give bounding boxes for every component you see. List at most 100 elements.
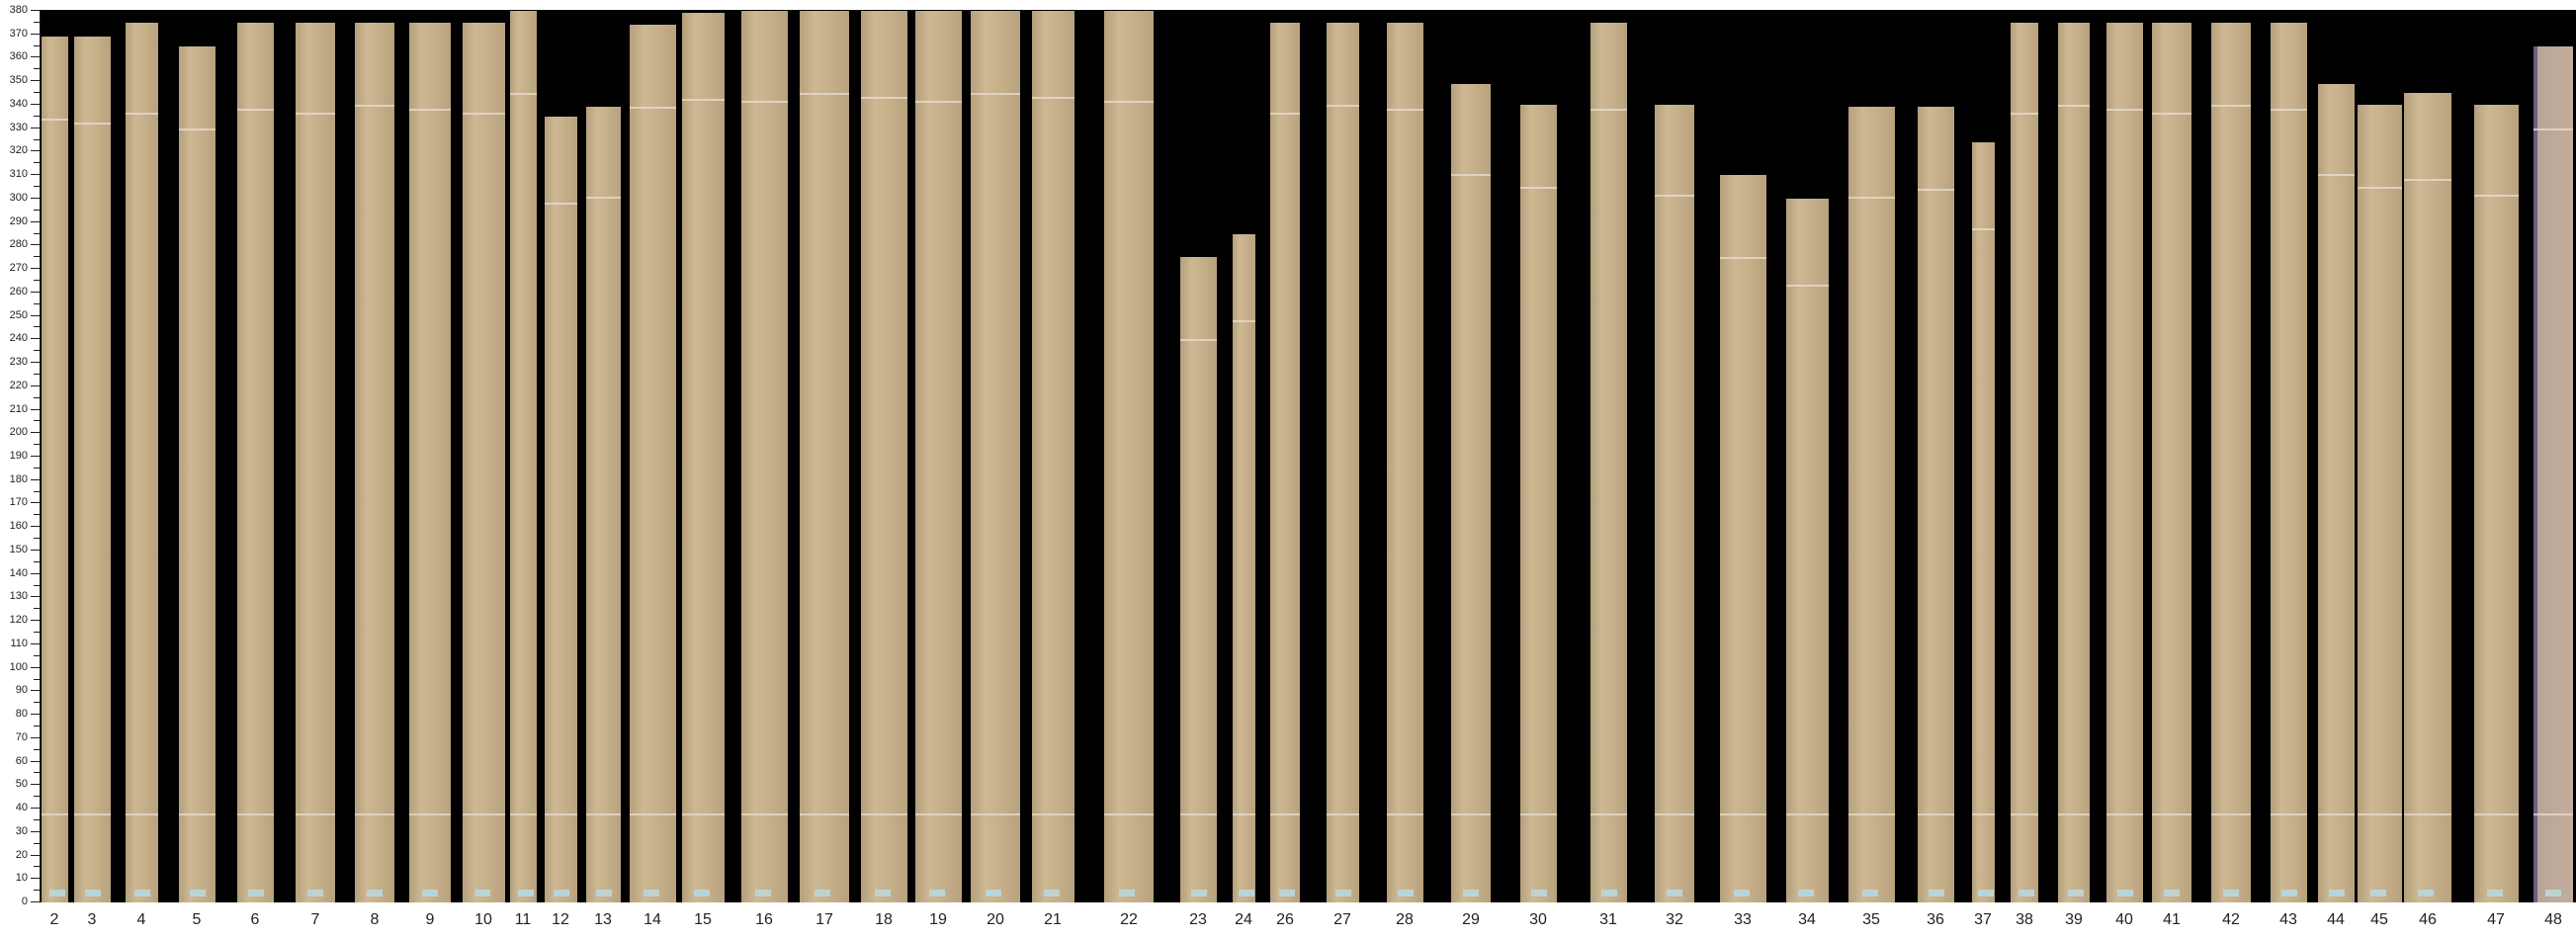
- strip-number-label: 43: [2279, 911, 2297, 928]
- strip-number-label: 24: [1235, 911, 1252, 928]
- veneer-strip: [2404, 93, 2451, 902]
- strip-number-label: 36: [1927, 911, 1944, 928]
- ruler-tick-label: 260: [9, 285, 28, 298]
- barcode-sticker: [474, 890, 491, 896]
- veneer-seam: [1589, 813, 1627, 816]
- ruler-tick-label: 20: [15, 848, 28, 861]
- ruler-tick-mark: [31, 80, 40, 82]
- veneer-seam: [2533, 813, 2573, 816]
- strip-number-label: 3: [87, 911, 97, 928]
- ruler-tick-label: 250: [9, 308, 28, 321]
- veneer-seam: [462, 813, 505, 816]
- veneer-strip: [1519, 104, 1557, 902]
- barcode-sticker: [1190, 890, 1207, 896]
- ruler-tick-mark: [34, 68, 40, 70]
- strip-number-label: 6: [250, 911, 260, 928]
- veneer-seam: [73, 123, 111, 126]
- veneer-seam: [860, 813, 907, 816]
- veneer-seam: [2317, 813, 2355, 816]
- veneer-seam: [629, 107, 676, 110]
- strip-number-label: 21: [1044, 911, 1062, 928]
- ruler-tick-mark: [31, 268, 40, 270]
- ruler-tick-mark: [31, 642, 40, 644]
- veneer-seam: [236, 813, 274, 816]
- veneer-seam: [1847, 813, 1895, 816]
- strip-number-label: 26: [1276, 911, 1294, 928]
- ruler-tick-mark: [31, 830, 40, 832]
- ruler-tick-mark: [34, 678, 40, 680]
- ruler-tick-label: 370: [9, 27, 28, 40]
- barcode-sticker: [1279, 890, 1295, 896]
- strip-number-label: 38: [2016, 911, 2033, 928]
- ruler-tick-label: 290: [9, 214, 28, 227]
- ruler-tick-mark: [34, 420, 40, 422]
- veneer-strip: [629, 25, 676, 902]
- ruler-tick-mark: [34, 302, 40, 304]
- barcode-sticker: [815, 890, 830, 896]
- ruler-tick-label: 180: [9, 472, 28, 485]
- ruler-tick-label: 240: [9, 332, 28, 345]
- ruler-tick-label: 100: [9, 660, 28, 673]
- barcode-sticker: [694, 890, 711, 896]
- veneer-seam: [1519, 813, 1557, 816]
- veneer-seam: [409, 813, 451, 816]
- ruler-tick-mark: [31, 666, 40, 668]
- veneer-seam: [296, 813, 335, 816]
- veneer-seam: [740, 101, 788, 104]
- veneer-seam: [178, 128, 215, 130]
- strip-number-label: 39: [2065, 911, 2083, 928]
- veneer-seam: [1386, 108, 1423, 111]
- veneer-strip: [740, 11, 788, 902]
- barcode-sticker: [1335, 890, 1352, 896]
- ruler-tick-mark: [34, 92, 40, 94]
- veneer-strip: [1847, 107, 1895, 902]
- ruler-tick-mark: [31, 220, 40, 222]
- veneer-strip: [1326, 22, 1359, 902]
- strip-number-label: 7: [310, 911, 320, 928]
- barcode-sticker: [2164, 890, 2180, 896]
- strip-number-label: 14: [644, 911, 661, 928]
- barcode-sticker: [1667, 890, 1682, 896]
- ruler-tick-mark: [31, 150, 40, 152]
- ruler-tick-label: 60: [15, 754, 28, 767]
- veneer-seam: [462, 112, 505, 115]
- veneer-strip: [1655, 104, 1694, 902]
- veneer-strip: [2105, 22, 2143, 902]
- barcode-sticker: [1600, 890, 1617, 896]
- veneer-seam: [2058, 104, 2090, 107]
- veneer-seam: [971, 93, 1020, 96]
- veneer-seam: [2152, 813, 2191, 816]
- ruler-tick-label: 90: [15, 684, 28, 697]
- veneer-seam: [1270, 112, 1300, 115]
- veneer-seam: [1917, 813, 1954, 816]
- veneer-strip: [800, 11, 849, 902]
- ruler-tick-mark: [34, 326, 40, 328]
- veneer-strip: [1232, 233, 1255, 902]
- barcode-sticker: [1239, 890, 1255, 896]
- ruler-tick-mark: [31, 478, 40, 480]
- strip-number-label: 44: [2327, 911, 2345, 928]
- ruler-tick-mark: [31, 314, 40, 316]
- strip-number-label: 23: [1189, 911, 1207, 928]
- veneer-strip: [1719, 175, 1766, 902]
- ruler-tick-label: 10: [15, 872, 28, 885]
- barcode-sticker: [134, 890, 151, 896]
- ruler-tick-label: 380: [9, 4, 28, 16]
- barcode-sticker: [1397, 890, 1414, 896]
- ruler-tick-mark: [31, 760, 40, 762]
- ruler-tick-mark: [31, 244, 40, 246]
- ruler-tick-mark: [31, 408, 40, 410]
- barcode-sticker: [1798, 890, 1815, 896]
- veneer-strip: [971, 11, 1020, 902]
- veneer-seam: [2211, 104, 2251, 107]
- veneer-strip: [860, 11, 907, 902]
- veneer-seam: [1655, 813, 1694, 816]
- veneer-seam: [1031, 813, 1074, 816]
- veneer-seam: [509, 813, 537, 816]
- ruler-tick-mark: [31, 784, 40, 786]
- strip-number-label: 31: [1599, 911, 1617, 928]
- strip-number-label: 10: [474, 911, 492, 928]
- ruler-tick-mark: [34, 138, 40, 140]
- ruler-tick-label: 210: [9, 402, 28, 415]
- strip-number-label: 45: [2370, 911, 2388, 928]
